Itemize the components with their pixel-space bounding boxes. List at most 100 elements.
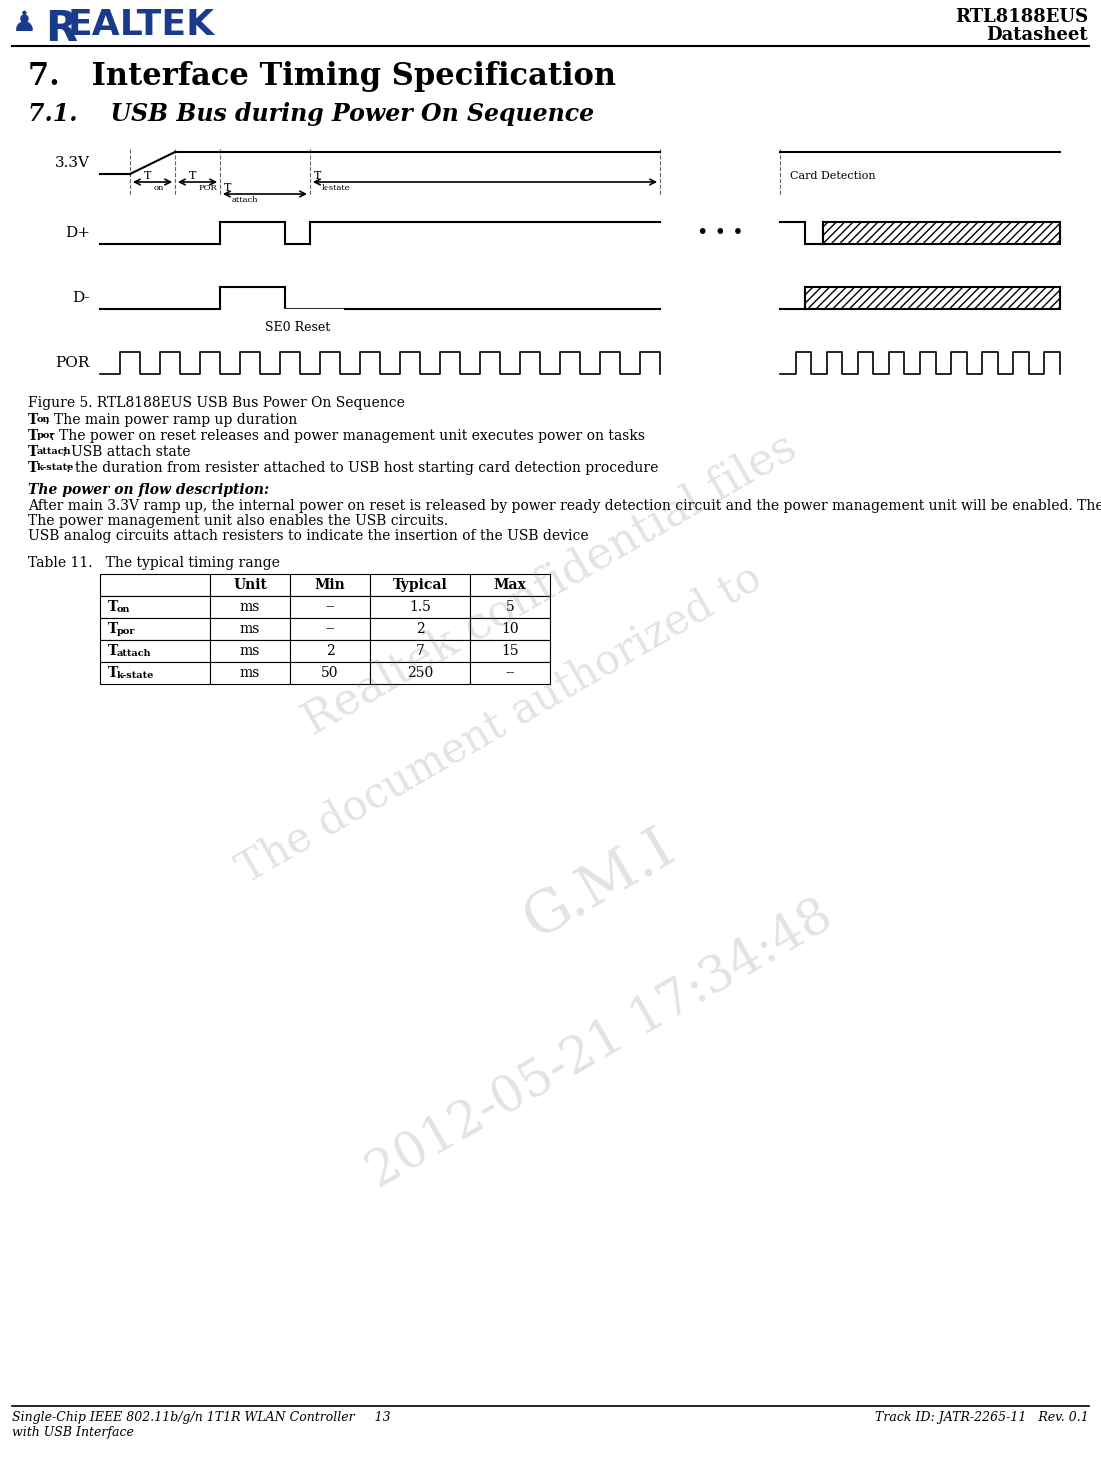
Bar [100,618,210,640]
Text: k-state: k-state [321,184,350,192]
Text: T: T [224,183,231,193]
Text: ms: ms [240,600,260,613]
Text: k-state: k-state [37,463,75,471]
Text: POR: POR [56,356,90,370]
Text: 1.5: 1.5 [410,600,430,613]
Text: Track ID: JATR-2265-11   Rev. 0.1: Track ID: JATR-2265-11 Rev. 0.1 [875,1411,1089,1424]
Text: D+: D+ [65,225,90,240]
Text: T: T [108,622,118,635]
Text: 7.   Interface Timing Specification: 7. Interface Timing Specification [28,61,617,92]
Text: attach: attach [117,650,152,659]
Text: 7.1.    USB Bus during Power On Sequence: 7.1. USB Bus during Power On Sequence [28,102,595,126]
Text: 2012-05-21 17:34:48: 2012-05-21 17:34:48 [359,890,841,1198]
Text: RTL8188EUS: RTL8188EUS [955,7,1088,26]
Text: on: on [37,414,51,425]
Text: ♟: ♟ [12,9,36,37]
Text: The power management unit also enables the USB circuits.: The power management unit also enables t… [28,514,448,529]
Text: ms: ms [240,644,260,657]
Text: Datasheet: Datasheet [986,26,1088,44]
Text: : the duration from resister attached to USB host starting card detection proced: : the duration from resister attached to… [66,461,658,474]
Text: : USB attach state: : USB attach state [62,445,190,460]
Bar [290,640,370,662]
Text: on: on [153,184,164,192]
Bar [470,596,550,618]
Text: USB analog circuits attach resisters to indicate the insertion of the USB device: USB analog circuits attach resisters to … [28,529,589,543]
Text: 10: 10 [501,622,519,635]
Text: Min: Min [315,578,346,591]
Text: on: on [117,606,131,615]
Text: T: T [28,461,39,474]
Text: k-state: k-state [117,672,154,681]
Bar [470,618,550,640]
Text: 250: 250 [407,666,433,679]
Text: 5: 5 [505,600,514,613]
Text: 50: 50 [321,666,339,679]
Text: attach: attach [232,196,259,203]
Text: T: T [28,413,39,427]
Text: G.M.I: G.M.I [514,818,685,950]
Bar [290,662,370,684]
Text: : The main power ramp up duration: : The main power ramp up duration [45,413,297,427]
Text: T: T [28,445,39,460]
Text: por: por [117,628,135,637]
Bar [470,574,550,596]
Bar [805,287,1060,309]
Text: After main 3.3V ramp up, the internal power on reset is released by power ready : After main 3.3V ramp up, the internal po… [28,499,1101,512]
Text: Card Detection: Card Detection [791,171,875,182]
Bar [210,574,290,596]
Text: 15: 15 [501,644,519,657]
Text: The document authorized to: The document authorized to [231,556,770,892]
Bar [210,596,290,618]
Text: Single-Chip IEEE 802.11b/g/n 1T1R WLAN Controller     13: Single-Chip IEEE 802.11b/g/n 1T1R WLAN C… [12,1411,391,1424]
Bar [824,223,1060,244]
Text: R: R [45,7,77,50]
Text: --: -- [505,666,515,679]
Text: T: T [144,171,152,182]
Text: 2: 2 [326,644,335,657]
Text: T: T [314,171,321,182]
Text: : The power on reset releases and power management unit executes power on tasks: : The power on reset releases and power … [50,429,644,444]
Text: Max: Max [493,578,526,591]
Bar [290,574,370,596]
Text: Unit: Unit [233,578,266,591]
Text: Figure 5. RTL8188EUS USB Bus Power On Sequence: Figure 5. RTL8188EUS USB Bus Power On Se… [28,395,405,410]
Text: --: -- [325,600,335,613]
Text: T: T [108,666,118,679]
Text: EALTEK: EALTEK [68,7,215,42]
Text: attach: attach [37,447,72,455]
Text: ms: ms [240,666,260,679]
Bar [370,618,470,640]
Text: 2: 2 [415,622,424,635]
Text: T: T [108,600,118,613]
Text: The power on flow description:: The power on flow description: [28,483,269,496]
Bar [470,662,550,684]
Text: Table 11.   The typical timing range: Table 11. The typical timing range [28,556,280,569]
Text: Realtek confidential files: Realtek confidential files [296,425,804,744]
Text: 7: 7 [415,644,425,657]
Text: ms: ms [240,622,260,635]
Text: T: T [108,644,118,657]
Bar [290,618,370,640]
Bar [370,574,470,596]
Bar [100,662,210,684]
Bar [210,618,290,640]
Text: with USB Interface: with USB Interface [12,1426,134,1439]
Text: POR: POR [198,184,217,192]
Text: T: T [28,429,39,444]
Bar [100,596,210,618]
Text: Typical: Typical [393,578,447,591]
Bar [100,574,210,596]
Bar [470,640,550,662]
Bar [290,596,370,618]
Bar [370,596,470,618]
Text: • • •: • • • [697,224,743,243]
Text: --: -- [325,622,335,635]
Bar [370,640,470,662]
Text: por: por [37,430,55,441]
Text: D-: D- [73,291,90,305]
Text: SE0 Reset: SE0 Reset [265,321,330,334]
Bar [210,662,290,684]
Text: 3.3V: 3.3V [55,157,90,170]
Text: T: T [189,171,196,182]
Bar [210,640,290,662]
